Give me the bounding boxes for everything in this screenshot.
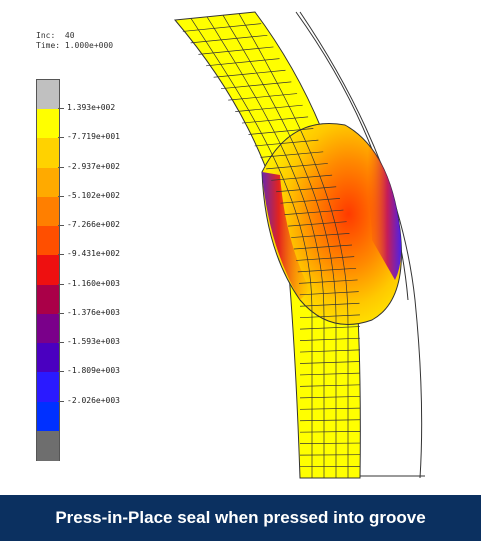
simulation-viewport: Inc: 40 Time: 1.000e+000 1.393e+002 -7.71… — [36, 11, 425, 479]
housing-outline — [299, 11, 423, 479]
legend-tick — [58, 254, 64, 256]
legend-label: -7.266e+002 — [67, 220, 120, 230]
legend-label: -1.376e+003 — [67, 307, 120, 317]
legend-swatch — [37, 313, 59, 344]
legend-tick — [58, 312, 64, 314]
mesh-line — [182, 23, 262, 32]
mesh-line — [198, 46, 274, 55]
mesh-line — [298, 279, 358, 284]
mesh-line — [206, 58, 280, 67]
mesh-line — [299, 384, 361, 387]
mesh-line — [299, 302, 360, 307]
legend-tick — [58, 283, 64, 285]
inc-label: Inc: — [36, 31, 56, 40]
mesh-line — [190, 18, 313, 478]
mesh-line — [206, 16, 325, 478]
mesh-line — [288, 221, 347, 227]
legend-label: -1.160e+003 — [67, 278, 120, 288]
legend-label: -9.431e+002 — [67, 249, 120, 259]
mesh-line — [296, 256, 355, 261]
mesh-line — [299, 337, 361, 341]
mesh-line — [299, 396, 361, 399]
bulb-right-stress — [345, 125, 402, 280]
mesh-grid — [182, 13, 361, 478]
legend-tick — [58, 371, 64, 373]
mesh-line — [260, 151, 324, 158]
mesh-line — [299, 431, 361, 433]
mesh-line — [235, 104, 303, 112]
mesh-line — [299, 349, 361, 353]
legend-swatch — [37, 372, 59, 403]
legend-label: -1.809e+003 — [67, 366, 120, 376]
legend-swatch — [37, 138, 59, 169]
legend-tick — [58, 225, 64, 227]
mesh-line — [220, 81, 292, 90]
legend-tick — [58, 342, 64, 344]
mesh-line — [276, 186, 337, 193]
bulb-left-stress — [262, 172, 310, 300]
mesh-line — [213, 69, 286, 78]
mesh-line — [291, 233, 350, 238]
legend-tick — [58, 166, 64, 168]
legend-swatch — [37, 430, 59, 461]
mesh-line — [241, 116, 309, 124]
mesh-line — [238, 13, 349, 478]
mesh-line — [299, 314, 360, 319]
mesh-line — [271, 174, 333, 181]
legend-label: 1.393e+002 — [67, 103, 116, 113]
legend-tick — [58, 108, 64, 110]
legend-swatch — [37, 167, 59, 198]
mesh-line — [299, 407, 361, 410]
mesh-line — [299, 361, 361, 364]
time-value: 1.000e+000 — [64, 41, 114, 50]
legend-label: -2.026e+003 — [67, 395, 120, 405]
legend-tick — [58, 195, 64, 197]
mesh-line — [299, 291, 359, 296]
mesh-line — [293, 244, 353, 250]
mesh-line — [297, 267, 357, 273]
legend-tick — [58, 137, 64, 139]
seal-mesh-model — [174, 11, 425, 479]
mesh-line — [248, 128, 314, 135]
legend-swatch — [37, 284, 59, 315]
legend-swatch — [37, 226, 59, 257]
mesh-line — [299, 372, 361, 376]
color-legend — [36, 79, 60, 461]
legend-tick — [58, 400, 64, 402]
legend-label: -5.102e+002 — [67, 190, 120, 200]
legend-swatch — [37, 196, 59, 227]
inc-value: 40 — [64, 31, 75, 40]
mesh-line — [280, 198, 340, 204]
mesh-line — [190, 34, 268, 44]
legend-swatch — [37, 255, 59, 286]
mesh-line — [284, 209, 344, 215]
increment-info: Inc: 40 Time: 1.000e+000 — [36, 31, 113, 51]
mesh-line — [299, 419, 361, 422]
mesh-line — [299, 442, 361, 444]
legend-label: -1.593e+003 — [67, 337, 120, 347]
legend-swatch — [37, 80, 59, 110]
legend-swatch — [37, 109, 59, 140]
time-label: Time: — [36, 41, 61, 50]
mesh-line — [228, 93, 298, 101]
figure-caption: Press-in-Place seal when pressed into gr… — [0, 495, 481, 541]
legend-label: -2.937e+002 — [67, 161, 120, 171]
mesh-line — [254, 139, 319, 147]
legend-swatch — [37, 343, 59, 374]
mesh-line — [222, 15, 337, 478]
legend-swatch — [37, 401, 59, 432]
mesh-line — [266, 163, 328, 170]
legend-label: -7.719e+001 — [67, 132, 120, 142]
mesh-line — [299, 326, 361, 330]
